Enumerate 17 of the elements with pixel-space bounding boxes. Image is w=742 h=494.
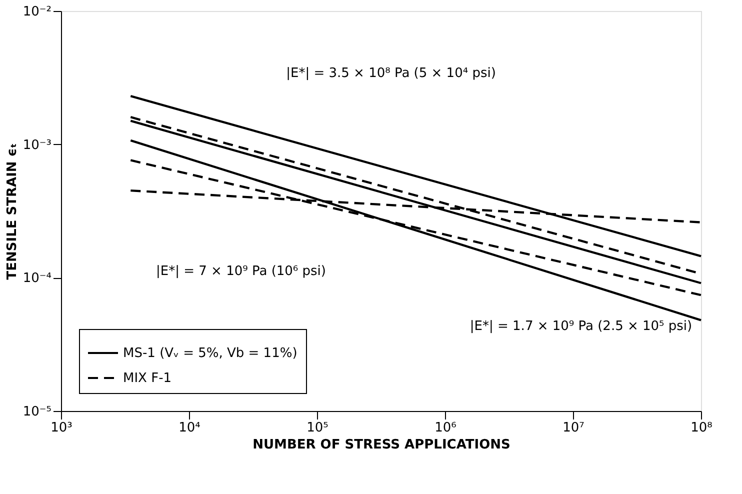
x-tick-label: 10⁴ [178,420,200,436]
x-tick-label: 10⁵ [306,420,328,436]
y-tick-label: 10⁻³ [22,138,52,153]
annotation: |E*| = 7 × 10⁹ Pa (10⁶ psi) [156,264,326,279]
x-tick-label: 10⁸ [690,420,712,436]
y-axis-title: TENSILE STRAIN ϵₜ [4,143,20,280]
y-tick-label: 10⁻⁵ [22,404,52,420]
x-tick-label: 10³ [50,420,72,436]
legend-label: MS-1 (Vᵥ = 5%, Vb = 11%) [123,346,298,361]
y-tick-label: 10⁻⁴ [22,271,52,286]
x-tick-label: 10⁶ [434,420,456,436]
annotation: |E*| = 1.7 × 10⁹ Pa (2.5 × 10⁵ psi) [470,319,692,334]
legend-label: MIX F-1 [123,371,172,386]
y-tick-label: 10⁻² [22,4,52,20]
annotation: |E*| = 3.5 × 10⁸ Pa (5 × 10⁴ psi) [286,66,496,81]
x-axis-title: NUMBER OF STRESS APPLICATIONS [252,438,510,452]
x-tick-label: 10⁷ [562,420,584,436]
